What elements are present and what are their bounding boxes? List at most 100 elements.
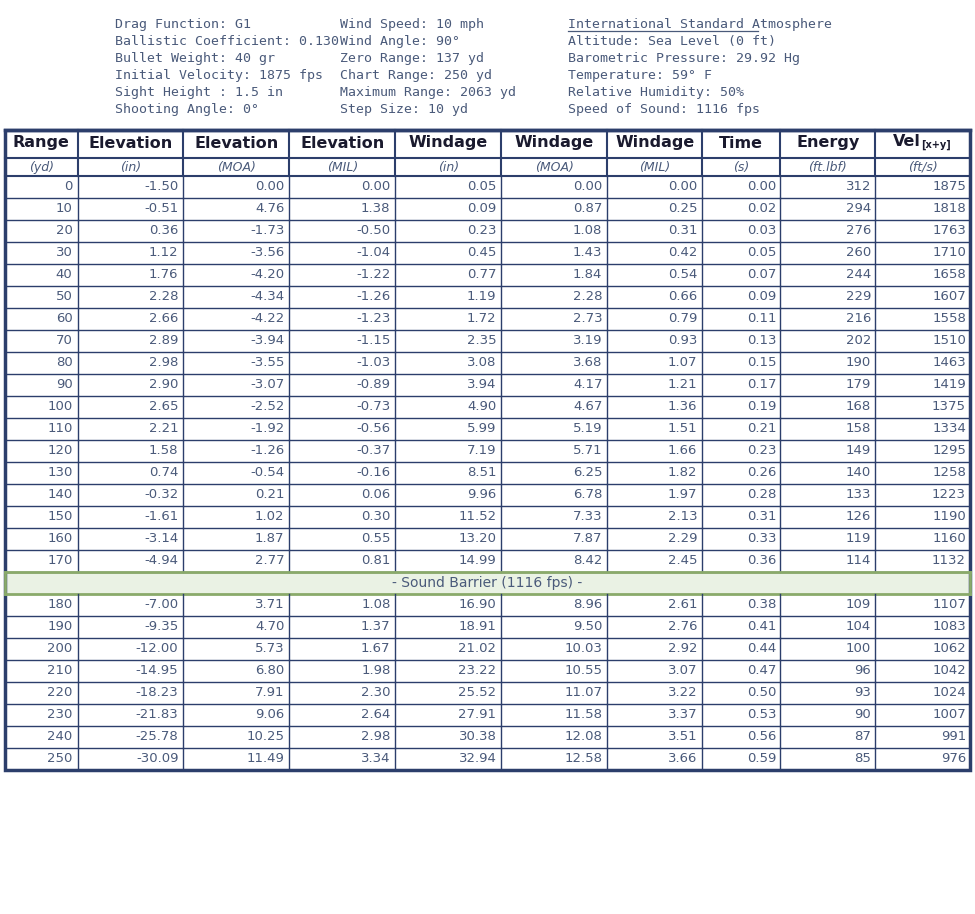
Text: (MOA): (MOA): [535, 161, 574, 174]
Text: -1.92: -1.92: [251, 422, 285, 435]
Text: Shooting Angle: 0°: Shooting Angle: 0°: [115, 103, 259, 116]
Text: 991: 991: [941, 730, 966, 743]
Text: 4.90: 4.90: [467, 400, 496, 413]
Text: 160: 160: [47, 533, 72, 546]
Text: -0.37: -0.37: [356, 444, 390, 458]
Text: - Sound Barrier (1116 fps) -: - Sound Barrier (1116 fps) -: [392, 576, 583, 590]
Text: Sight Height : 1.5 in: Sight Height : 1.5 in: [115, 86, 283, 99]
Bar: [5, 130, 970, 770]
Text: 96: 96: [854, 664, 872, 677]
Text: 3.51: 3.51: [668, 730, 697, 743]
Text: Elevation: Elevation: [194, 135, 279, 151]
Text: (in): (in): [438, 161, 459, 174]
Text: 2.65: 2.65: [149, 400, 178, 413]
Text: -3.94: -3.94: [251, 335, 285, 347]
Text: 0.31: 0.31: [668, 225, 697, 238]
Text: 220: 220: [47, 686, 72, 699]
Text: 11.07: 11.07: [565, 686, 603, 699]
Text: 14.99: 14.99: [458, 555, 496, 568]
Bar: [5, 330, 970, 352]
Text: 1.84: 1.84: [573, 269, 603, 282]
Bar: [5, 748, 970, 770]
Text: 1558: 1558: [932, 313, 966, 325]
Text: 0.59: 0.59: [747, 752, 776, 766]
Text: 0.13: 0.13: [747, 335, 776, 347]
Text: 1710: 1710: [932, 247, 966, 260]
Text: 2.77: 2.77: [254, 555, 285, 568]
Text: 0.06: 0.06: [361, 488, 390, 502]
Text: 0.07: 0.07: [747, 269, 776, 282]
Text: 5.19: 5.19: [573, 422, 603, 435]
Text: 2.28: 2.28: [149, 291, 178, 303]
Text: Ballistic Coefficient: 0.130: Ballistic Coefficient: 0.130: [115, 35, 339, 48]
Text: -0.32: -0.32: [144, 488, 178, 502]
Text: 1510: 1510: [932, 335, 966, 347]
Text: 0.17: 0.17: [747, 378, 776, 391]
Text: 30: 30: [56, 247, 72, 260]
Text: -1.26: -1.26: [356, 291, 390, 303]
Text: 0.00: 0.00: [255, 180, 285, 194]
Text: 1160: 1160: [932, 533, 966, 546]
Text: 1.19: 1.19: [467, 291, 496, 303]
Text: 0.33: 0.33: [747, 533, 776, 546]
Text: 2.61: 2.61: [668, 599, 697, 611]
Text: 2.89: 2.89: [149, 335, 178, 347]
Text: 1.21: 1.21: [668, 378, 697, 391]
Text: 260: 260: [846, 247, 872, 260]
Text: 230: 230: [47, 708, 72, 721]
Text: 0.28: 0.28: [747, 488, 776, 502]
Text: 0.50: 0.50: [747, 686, 776, 699]
Text: 1419: 1419: [932, 378, 966, 391]
Text: 1042: 1042: [932, 664, 966, 677]
Text: 1.98: 1.98: [361, 664, 390, 677]
Text: (in): (in): [120, 161, 141, 174]
Text: 5.73: 5.73: [254, 643, 285, 655]
Text: 10.03: 10.03: [565, 643, 603, 655]
Text: 3.68: 3.68: [573, 356, 603, 369]
Text: 1024: 1024: [932, 686, 966, 699]
Text: -1.03: -1.03: [356, 356, 390, 369]
Text: 1.36: 1.36: [668, 400, 697, 413]
Bar: [5, 616, 970, 638]
Text: 3.71: 3.71: [254, 599, 285, 611]
Text: 1.08: 1.08: [573, 225, 603, 238]
Text: 1.76: 1.76: [149, 269, 178, 282]
Text: 1223: 1223: [932, 488, 966, 502]
Text: 1.07: 1.07: [668, 356, 697, 369]
Text: 2.30: 2.30: [361, 686, 390, 699]
Text: 3.66: 3.66: [668, 752, 697, 766]
Text: 158: 158: [845, 422, 872, 435]
Text: -4.22: -4.22: [251, 313, 285, 325]
Text: 104: 104: [846, 621, 872, 633]
Text: 100: 100: [47, 400, 72, 413]
Text: 1463: 1463: [932, 356, 966, 369]
Text: 0.55: 0.55: [361, 533, 390, 546]
Text: 312: 312: [845, 180, 872, 194]
Text: 0.53: 0.53: [747, 708, 776, 721]
Bar: [5, 660, 970, 682]
Text: 1007: 1007: [932, 708, 966, 721]
Text: 10.55: 10.55: [565, 664, 603, 677]
Text: 5.99: 5.99: [467, 422, 496, 435]
Bar: [5, 550, 970, 572]
Text: (MIL): (MIL): [640, 161, 671, 174]
Text: 12.58: 12.58: [565, 752, 603, 766]
Text: 0.77: 0.77: [467, 269, 496, 282]
Text: 21.02: 21.02: [458, 643, 496, 655]
Text: 90: 90: [56, 378, 72, 391]
Text: Time: Time: [720, 135, 763, 151]
Text: 140: 140: [47, 488, 72, 502]
Text: 1062: 1062: [932, 643, 966, 655]
Text: 109: 109: [846, 599, 872, 611]
Text: 133: 133: [845, 488, 872, 502]
Text: 8.96: 8.96: [573, 599, 603, 611]
Text: (ft/s): (ft/s): [908, 161, 937, 174]
Text: 1107: 1107: [932, 599, 966, 611]
Text: -18.23: -18.23: [136, 686, 178, 699]
Text: 294: 294: [846, 203, 872, 216]
Text: 0.19: 0.19: [747, 400, 776, 413]
Text: 1.08: 1.08: [361, 599, 390, 611]
Text: 0.21: 0.21: [747, 422, 776, 435]
Text: 190: 190: [47, 621, 72, 633]
Text: 4.76: 4.76: [255, 203, 285, 216]
